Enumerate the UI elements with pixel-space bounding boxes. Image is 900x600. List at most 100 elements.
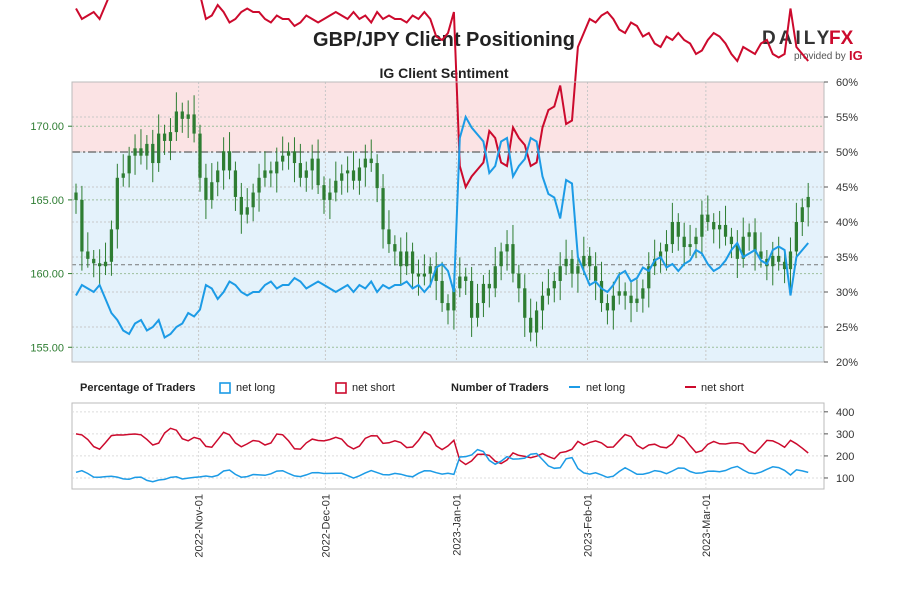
candle-body — [334, 180, 338, 193]
price-axis: 155.00 160.00 165.00 170.00 — [30, 121, 72, 354]
candle-body — [582, 255, 586, 267]
candle-body — [133, 148, 137, 156]
pct-tick-label: 35% — [836, 252, 858, 264]
candle-body — [552, 280, 556, 289]
candle-body — [777, 255, 781, 262]
date-axis: 2022-Nov-01 2022-Dec-01 2023-Jan-01 2023-Fe… — [194, 494, 713, 558]
candle-body — [292, 151, 297, 164]
candle-body — [570, 258, 574, 274]
date-tick-label: 2023-Jan-01 — [451, 494, 463, 556]
candle-body — [216, 170, 220, 183]
candle-body — [664, 244, 669, 252]
candle-body — [782, 261, 787, 270]
candle-body — [151, 143, 155, 164]
pct-tick-label: 25% — [836, 322, 858, 334]
logo-fx: FX — [829, 28, 854, 49]
candle-body — [434, 266, 438, 281]
candle-body — [387, 229, 391, 245]
candle-body — [735, 244, 739, 259]
count-tick-label: 300 — [836, 429, 854, 441]
candle-body — [647, 266, 651, 289]
candle-body — [694, 236, 698, 245]
candle-body — [700, 214, 704, 237]
candle-body — [198, 133, 202, 178]
legend-pct-short-swatch — [335, 382, 347, 394]
legend-num-long-label: net long — [586, 382, 625, 394]
candle-body — [363, 158, 367, 168]
candle-body — [162, 133, 167, 141]
candle-body — [605, 303, 610, 311]
candle-body — [192, 114, 196, 134]
candle-body — [97, 263, 102, 267]
candle-body — [771, 255, 775, 267]
candle-body — [593, 266, 598, 281]
candle-body — [281, 155, 285, 162]
candle-body — [86, 251, 90, 259]
legend-percentage-title: Percentage of Traders — [80, 382, 196, 394]
candle-body — [275, 161, 279, 174]
candle-body — [487, 283, 491, 289]
candle-body — [558, 266, 562, 281]
sentiment-price-panel: 155.00 160.00 165.00 170.00 20% 25% 30% 35% 40%… — [30, 0, 858, 369]
legend-number-title: Number of Traders — [451, 382, 549, 394]
date-tick-label: 2022-Dec-01 — [320, 494, 332, 558]
candle-body — [658, 251, 663, 259]
candle-body — [529, 317, 533, 333]
candle-body — [186, 114, 190, 119]
candle-body — [440, 280, 444, 304]
candle-body — [357, 167, 362, 181]
candle-body — [174, 111, 179, 133]
candle-body — [469, 280, 474, 318]
lower-gridlines — [72, 403, 824, 489]
candle-body — [617, 291, 621, 296]
candle-body — [422, 273, 427, 277]
candle-body — [717, 224, 722, 230]
pct-tick-label: 20% — [836, 357, 858, 369]
candle-body — [298, 163, 303, 178]
logo-ig: IG — [849, 48, 863, 63]
candle-body — [74, 192, 78, 200]
candle-body — [505, 244, 509, 252]
candle-body — [452, 288, 456, 311]
pct-tick-label: 45% — [836, 182, 858, 194]
candle-body — [523, 288, 527, 318]
candle-body — [446, 303, 450, 311]
candle-body — [263, 170, 267, 178]
candle-body — [670, 222, 675, 245]
legend-pct-short-label: net short — [352, 382, 395, 394]
candle-body — [688, 244, 692, 248]
legend-pct-long-swatch — [219, 382, 231, 394]
candle-body — [576, 266, 580, 274]
candle-body — [304, 170, 308, 178]
candle-body — [204, 177, 208, 200]
candle-body — [322, 185, 326, 200]
candle-body — [499, 251, 503, 267]
net-long-pct-line — [75, 114, 809, 339]
candle-body — [493, 266, 497, 289]
candle-body — [564, 258, 568, 267]
candle-body — [511, 244, 515, 274]
count-tick-label: 200 — [836, 451, 854, 463]
candle-body — [712, 222, 716, 230]
price-tick-label: 165.00 — [30, 195, 64, 207]
candle-body — [239, 196, 243, 215]
pct-axis: 20% 25% 30% 35% 40% 45% 50% 55% 60% — [824, 77, 858, 369]
candle-body — [310, 158, 314, 171]
candle-body — [759, 251, 763, 259]
candle-body — [121, 173, 125, 178]
candle-body — [800, 207, 804, 222]
candle-body — [345, 170, 350, 174]
candle-body — [233, 170, 238, 197]
candle-body — [635, 298, 639, 304]
date-tick-label: 2022-Nov-01 — [194, 494, 206, 558]
candle-body — [251, 192, 255, 208]
candle-body — [794, 222, 799, 252]
price-tick-label: 170.00 — [30, 121, 64, 133]
candle-body — [723, 224, 728, 237]
candle-body — [410, 251, 415, 274]
dailyfx-logo: DAILY FX provided by IG — [762, 28, 863, 63]
candle-body — [464, 276, 468, 281]
candle-body — [210, 182, 214, 200]
candle-body — [369, 158, 373, 164]
